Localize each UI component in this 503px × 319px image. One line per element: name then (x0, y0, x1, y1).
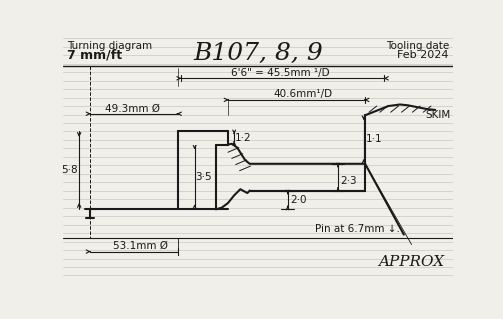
Text: 1·2: 1·2 (235, 133, 252, 143)
Text: 3·5: 3·5 (196, 172, 212, 182)
Text: 53.1mm Ø: 53.1mm Ø (113, 241, 168, 251)
Text: 1·1: 1·1 (366, 134, 383, 144)
Text: SKIM: SKIM (426, 110, 451, 120)
Text: APPROX: APPROX (379, 255, 445, 269)
Text: 2·0: 2·0 (290, 195, 307, 205)
Text: 40.6mm¹/D: 40.6mm¹/D (274, 90, 332, 100)
Text: 5·8: 5·8 (61, 165, 78, 175)
Text: B107, 8, 9: B107, 8, 9 (193, 42, 323, 65)
Text: Tooling date: Tooling date (386, 41, 449, 51)
Text: 2·3: 2·3 (341, 176, 357, 186)
Text: 49.3mm Ø: 49.3mm Ø (105, 103, 160, 113)
Text: 7 mm/ft: 7 mm/ft (67, 49, 122, 62)
Text: 6'6" = 45.5mm ¹/D: 6'6" = 45.5mm ¹/D (230, 68, 329, 78)
Text: Pin at 6.7mm ↓.: Pin at 6.7mm ↓. (315, 224, 400, 234)
Text: Turning diagram: Turning diagram (67, 41, 152, 51)
Text: Feb 2024: Feb 2024 (397, 50, 449, 60)
